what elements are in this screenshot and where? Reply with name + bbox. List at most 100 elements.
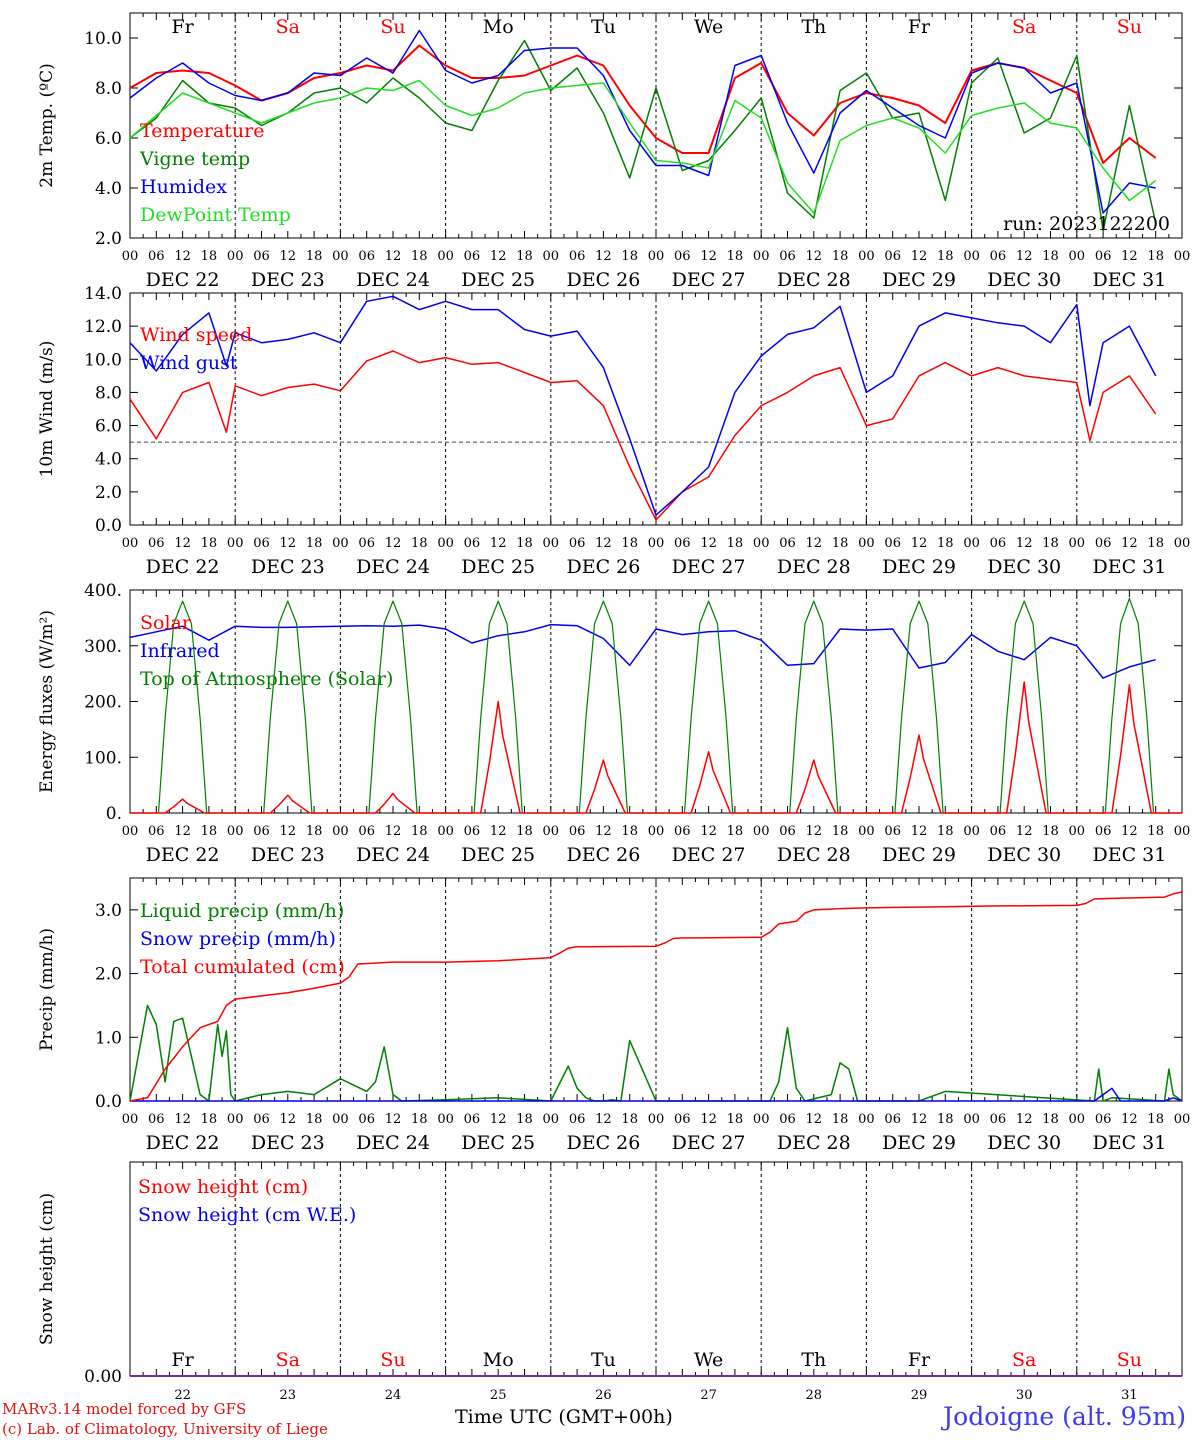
hour-tick-label: 12 [700,1112,717,1127]
hour-tick-label: 06 [358,249,375,264]
series-1-3 [129,29,1156,214]
x-axis-title: Time UTC (GMT+00h) [455,1406,673,1428]
weekday-label: Th [801,1349,826,1371]
hour-tick-label: 00 [753,536,770,551]
hour-tick-label: 06 [779,1112,796,1127]
hour-tick-label: 00 [753,824,770,839]
hour-tick-label: 06 [884,249,901,264]
series-solar [130,681,1182,814]
hour-tick-label: 12 [1121,249,1138,264]
legend-entry: Snow height (cm) [138,1176,308,1198]
legend-entry: Liquid precip (mm/h) [140,900,344,922]
hour-tick-label: 00 [122,824,139,839]
hour-tick-label: 00 [648,249,665,264]
hour-tick-label: 18 [727,249,744,264]
weekday-label: Mo [483,1349,514,1371]
date-label: DEC 23 [251,556,325,578]
weekday-label: Mo [483,16,514,38]
weekday-label: Su [380,16,405,38]
date-label: DEC 29 [882,1132,956,1154]
hour-tick-label: 12 [174,1112,191,1127]
date-label: DEC 28 [777,844,851,866]
date-label: DEC 30 [987,1132,1061,1154]
weekday-label: Tu [591,16,616,38]
hour-tick-label: 06 [990,536,1007,551]
hour-tick-label: 06 [148,249,165,264]
date-label: DEC 23 [251,269,325,291]
hour-tick-label: 12 [1121,1112,1138,1127]
hour-tick-label: 06 [358,536,375,551]
hour-tick-label: 18 [937,1112,954,1127]
date-label: DEC 31 [1092,269,1166,291]
hour-tick-label: 06 [148,536,165,551]
weekday-label: Fr [908,16,931,38]
series-1-2 [129,39,1157,232]
hour-tick-label: 18 [201,824,218,839]
hour-tick-label: 12 [806,824,823,839]
hour-tick-label: 06 [253,249,270,264]
hour-tick-label: 18 [516,824,533,839]
date-label: DEC 24 [356,844,430,866]
hour-tick-label: 06 [779,536,796,551]
hour-tick-label: 12 [1016,536,1033,551]
hour-tick-label: 00 [437,536,454,551]
hour-tick-label: 12 [490,1112,507,1127]
hour-tick-label: 12 [490,824,507,839]
date-label: DEC 22 [146,1132,220,1154]
legend-entry: Temperature [140,120,264,142]
weekday-label: Sa [276,1349,300,1371]
weekday-label: Tu [591,1349,616,1371]
hour-tick-label: 18 [1147,536,1164,551]
hour-tick-label: 12 [700,824,717,839]
hour-tick-label: 00 [543,536,560,551]
hour-tick-label: 00 [1174,1112,1191,1127]
legend-entry: Wind speed [140,324,252,346]
hour-tick-label: 12 [490,536,507,551]
hour-tick-label: 18 [832,536,849,551]
day-number-label: 23 [280,1388,297,1403]
hour-tick-label: 12 [280,824,297,839]
hour-tick-label: 18 [1042,1112,1059,1127]
panel-3-frame [129,589,1183,814]
hour-tick-label: 00 [1174,824,1191,839]
hour-tick-label: 12 [595,824,612,839]
hour-tick-label: 12 [174,824,191,839]
hour-tick-label: 06 [569,536,586,551]
hour-tick-label: 12 [1121,536,1138,551]
hour-tick-label: 06 [674,824,691,839]
date-label: DEC 25 [461,844,535,866]
y-tick-label: 6.0 [95,417,122,437]
hour-tick-label: 06 [884,1112,901,1127]
hour-tick-label: 12 [806,536,823,551]
series-infrared [129,623,1156,679]
legend-entry: Vigne temp [139,148,250,170]
date-label: DEC 31 [1092,1132,1166,1154]
hour-tick-label: 06 [253,536,270,551]
hour-tick-label: 00 [963,824,980,839]
credit-line-2: (c) Lab. of Climatology, University of L… [2,1420,328,1438]
hour-tick-label: 18 [306,249,323,264]
hour-tick-label: 00 [648,1112,665,1127]
hour-tick-label: 00 [1069,1112,1086,1127]
legend-entry: Humidex [140,176,227,198]
hour-tick-label: 12 [595,1112,612,1127]
hour-tick-label: 00 [227,249,244,264]
y-tick-label: 200. [84,693,122,713]
hour-tick-label: 00 [1069,249,1086,264]
hour-tick-label: 18 [516,249,533,264]
date-label: DEC 27 [672,269,746,291]
hour-tick-label: 06 [990,249,1007,264]
day-number-label: 27 [700,1388,717,1403]
hour-tick-label: 06 [569,249,586,264]
hour-tick-label: 12 [385,536,402,551]
hour-tick-label: 12 [174,249,191,264]
day-number-label: 22 [174,1388,191,1403]
hour-tick-label: 18 [727,824,744,839]
station-name: Jodoigne (alt. 95m) [943,1402,1186,1431]
hour-tick-label: 12 [911,824,928,839]
credit-line-1: MARv3.14 model forced by GFS [2,1400,247,1418]
day-number-label: 29 [911,1388,928,1403]
y-tick-label: 8.0 [95,383,122,403]
y-tick-label: 2.0 [95,965,122,985]
y-tick-label: 10.0 [84,29,122,49]
